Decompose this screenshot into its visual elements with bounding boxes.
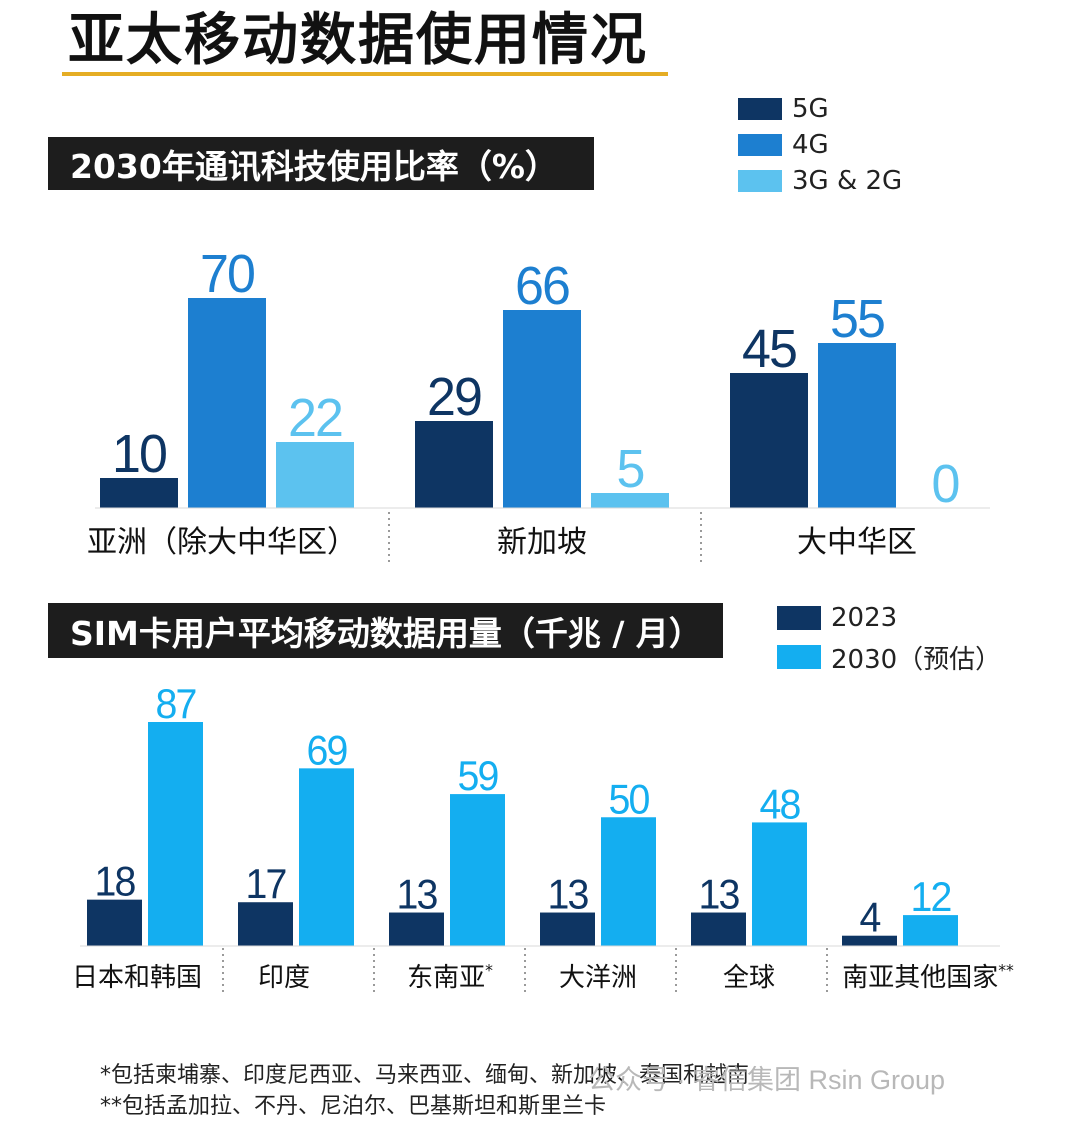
- value-label-0-1: 87: [156, 680, 197, 727]
- bar-0-0: [100, 478, 178, 508]
- value-label-4-1: 48: [760, 780, 801, 827]
- value-label-3-1: 50: [609, 775, 650, 822]
- legend-swatch-2030: [777, 645, 821, 669]
- legend-label-4g: 4G: [792, 130, 829, 160]
- legend-swatch-5g: [738, 98, 782, 120]
- bar-1-0: [415, 421, 493, 508]
- category-label-1: 印度: [258, 963, 310, 993]
- bar-1-1: [299, 768, 354, 946]
- value-label-2-2: 0: [932, 454, 959, 514]
- category-label-5: 南亚其他国家**: [842, 962, 1014, 993]
- value-label-2-1: 59: [458, 752, 499, 799]
- legend-label-2030: 2030（预估）: [831, 644, 1002, 675]
- bar-2-1: [818, 343, 896, 508]
- bar-4-1: [752, 822, 807, 946]
- chart1-title-banner: 2030年通讯科技使用比率（%）: [48, 137, 594, 190]
- value-label-1-2: 5: [617, 439, 644, 499]
- category-label-0: 亚洲（除大中华区）: [87, 525, 357, 560]
- category-label-3: 大洋洲: [559, 963, 637, 993]
- category-label-4: 全球: [723, 963, 775, 993]
- footnote-southeast-asia: *包括柬埔寨、印度尼西亚、马来西亚、缅甸、新加坡、泰国和越南: [100, 1063, 750, 1088]
- chart1-tech-share: 10 70 22 亚洲（除大中华区） 29 66 5 新加坡 45 55 0 大中华区: [87, 244, 990, 562]
- bar-3-1: [601, 817, 656, 946]
- legend-item-2030: 2030（预估）: [777, 642, 1001, 675]
- chart2-data-usage: 18 87 日本和韩国 17 69 印度 13 59 东南亚* 13 50 大洋洲 13 48 全球 4 12 南…: [72, 680, 1014, 994]
- bar-1-0: [238, 902, 293, 946]
- legend-swatch-3g2g: [738, 170, 782, 192]
- category-label-2: 东南亚*: [407, 962, 493, 993]
- category-label-1: 新加坡: [497, 525, 587, 560]
- legend-item-4g: 4G: [738, 130, 829, 160]
- value-label-0-1: 70: [200, 244, 254, 304]
- legend-item-2023: 2023: [777, 603, 897, 633]
- value-label-1-0: 29: [427, 367, 481, 427]
- footnote-south-asia: **包括孟加拉、不丹、尼泊尔、巴基斯坦和斯里兰卡: [100, 1094, 607, 1119]
- value-label-1-0: 17: [246, 860, 287, 907]
- value-label-2-0: 45: [742, 319, 796, 379]
- bar-5-1: [903, 915, 958, 946]
- watermark: 公众号 · 睿信集团 Rsin Group: [588, 1065, 946, 1095]
- value-label-3-0: 13: [548, 871, 589, 918]
- value-label-2-0: 13: [397, 871, 438, 918]
- legend-label-3g2g: 3G & 2G: [792, 166, 903, 196]
- category-footnote-mark-2: *: [485, 962, 493, 980]
- legend-item-5g: 5G: [738, 94, 829, 124]
- legend-label-5g: 5G: [792, 94, 829, 124]
- bar-4-0: [691, 912, 746, 946]
- value-label-0-0: 18: [95, 858, 136, 905]
- legend-label-2023: 2023: [831, 603, 898, 633]
- value-label-0-0: 10: [112, 424, 166, 484]
- bar-0-1: [188, 298, 266, 508]
- category-label-0: 日本和韩国: [72, 963, 202, 993]
- value-label-4-0: 13: [699, 871, 740, 918]
- main-title: 亚太移动数据使用情况: [68, 8, 648, 73]
- legend-swatch-4g: [738, 134, 782, 156]
- bar-2-0: [389, 912, 444, 946]
- category-label-2: 大中华区: [797, 525, 917, 560]
- value-label-1-1: 69: [307, 726, 348, 773]
- bar-0-1: [148, 722, 203, 946]
- category-footnote-mark-5: **: [998, 962, 1014, 980]
- bar-5-0: [842, 935, 897, 946]
- value-label-1-1: 66: [515, 256, 569, 316]
- bar-0-2: [276, 442, 354, 508]
- value-label-5-0: 4: [860, 894, 882, 941]
- bar-2-1: [450, 794, 505, 946]
- value-label-2-1: 55: [830, 289, 884, 349]
- bar-0-0: [87, 899, 142, 946]
- bar-2-0: [730, 373, 808, 508]
- value-label-0-2: 22: [288, 388, 342, 448]
- bar-3-0: [540, 912, 595, 946]
- title-underline: [62, 72, 668, 76]
- bar-1-1: [503, 310, 581, 508]
- bar-1-2: [591, 493, 669, 508]
- legend-swatch-2023: [777, 606, 821, 630]
- legend-item-3g2g: 3G & 2G: [738, 166, 902, 196]
- chart2-title-banner: SIM卡用户平均移动数据用量（千兆 / 月）: [48, 603, 723, 658]
- value-label-5-1: 12: [911, 873, 952, 920]
